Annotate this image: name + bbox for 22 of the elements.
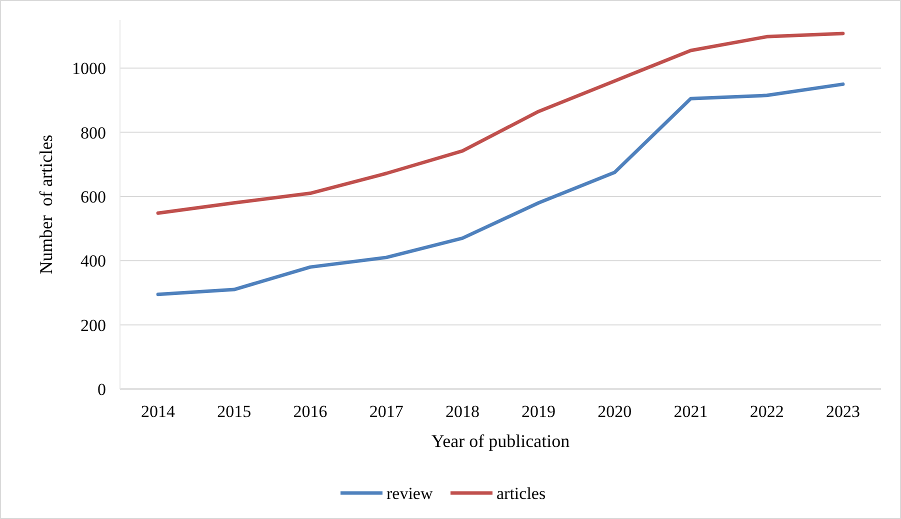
x-tick-label: 2022: [750, 402, 784, 421]
x-tick-label: 2018: [445, 402, 480, 421]
x-tick-label: 2019: [522, 402, 556, 421]
x-tick-label: 2015: [217, 402, 252, 421]
x-tick-label: 2016: [293, 402, 328, 421]
x-axis-title: Year of publication: [431, 431, 570, 451]
x-tick-label: 2021: [674, 402, 708, 421]
y-tick-label: 1000: [72, 59, 106, 78]
line-series: [156, 82, 845, 296]
y-axis-title: Number of articles: [36, 134, 56, 274]
legend-label: review: [386, 484, 434, 503]
legend-label: articles: [496, 484, 546, 503]
y-tick-label: 600: [80, 187, 106, 206]
y-tick-label: 400: [80, 252, 106, 271]
line-series: [156, 32, 845, 215]
x-tick-label: 2020: [598, 402, 632, 421]
y-tick-label: 800: [80, 123, 106, 142]
y-tick-label: 0: [98, 380, 106, 399]
y-tick-label: 200: [80, 316, 106, 335]
x-tick-label: 2014: [141, 402, 176, 421]
x-tick-label: 2023: [826, 402, 860, 421]
x-tick-label: 2017: [369, 402, 404, 421]
